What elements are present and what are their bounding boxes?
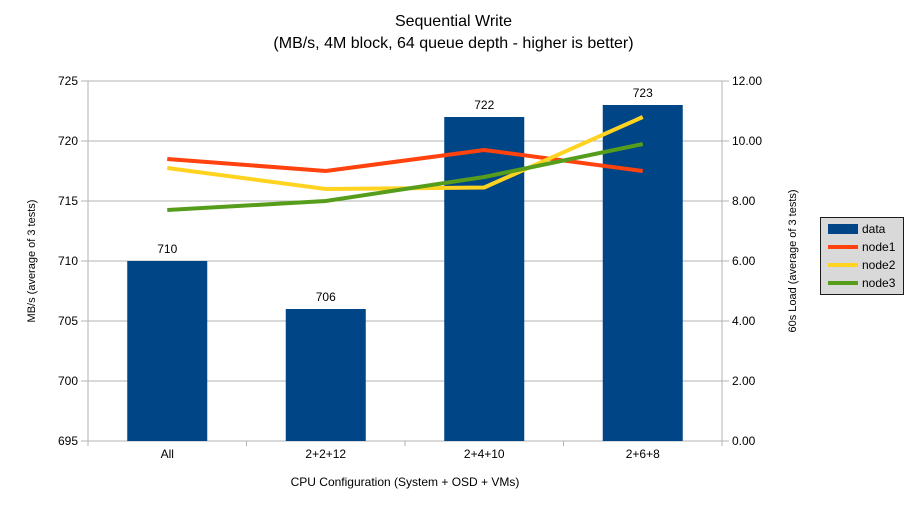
legend-item-node3: node3 [828, 274, 903, 292]
right-tick-label: 0.00 [732, 434, 756, 448]
chart-subtitle: (MB/s, 4M block, 64 queue depth - higher… [273, 35, 634, 52]
legend-item-node2: node2 [828, 256, 903, 274]
x-category-label: All [161, 447, 174, 461]
legend-item-data: data [828, 220, 903, 238]
line-series-node3 [167, 142, 644, 212]
x-axis-title: CPU Configuration (System + OSD + VMs) [290, 475, 520, 489]
legend-label-node3: node3 [862, 276, 896, 290]
legend-item-node1: node1 [828, 238, 903, 256]
right-tick-label: 10.00 [732, 134, 762, 148]
chart-title: Sequential Write [394, 13, 513, 30]
bar-value-label: 723 [633, 86, 653, 100]
legend: data node1 node2 node3 [820, 217, 904, 295]
left-tick-label: 700 [58, 374, 78, 388]
right-tick-label: 6.00 [732, 254, 756, 268]
line-series-node2 [166, 115, 644, 192]
left-tick-label: 695 [58, 434, 78, 448]
right-tick-label: 2.00 [732, 374, 756, 388]
bar-data-2+4+10 [444, 117, 525, 441]
left-tick-label: 710 [58, 254, 78, 268]
bar-value-label: 706 [316, 290, 336, 304]
bar-value-label: 710 [157, 242, 177, 256]
legend-swatch-node3 [828, 281, 858, 285]
right-tick-label: 12.00 [732, 74, 762, 88]
left-tick-label: 705 [58, 314, 78, 328]
right-axis-title: 60s Load (average of 3 tests) [787, 189, 799, 333]
legend-label-data: data [862, 222, 886, 236]
legend-label-node1: node1 [862, 240, 896, 254]
x-category-label: 2+4+10 [464, 447, 505, 461]
left-tick-label: 720 [58, 134, 78, 148]
x-category-label: 2+2+12 [305, 447, 346, 461]
legend-swatch-data [828, 224, 858, 234]
bar-data-2+6+8 [602, 105, 683, 441]
left-tick-label: 715 [58, 194, 78, 208]
legend-swatch-node2 [828, 263, 858, 267]
bar-data-All [127, 261, 208, 441]
right-tick-label: 8.00 [732, 194, 756, 208]
x-category-label: 2+6+8 [626, 447, 660, 461]
bar-data-2+2+12 [285, 309, 366, 441]
bar-value-label: 722 [474, 98, 494, 112]
right-tick-label: 4.00 [732, 314, 756, 328]
left-tick-label: 725 [58, 74, 78, 88]
left-axis-title: MB/s (average of 3 tests) [26, 199, 38, 323]
legend-label-node2: node2 [862, 258, 896, 272]
legend-swatch-node1 [828, 245, 858, 249]
